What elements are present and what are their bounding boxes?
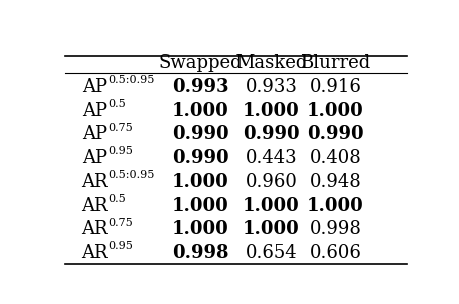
Text: 1.000: 1.000 (171, 102, 228, 119)
Text: 0.606: 0.606 (309, 244, 361, 262)
Text: 0.990: 0.990 (171, 149, 228, 167)
Text: 1.000: 1.000 (171, 173, 228, 191)
Text: AP: AP (82, 125, 107, 143)
Text: 0.5: 0.5 (108, 99, 126, 109)
Text: 0.654: 0.654 (245, 244, 297, 262)
Text: Blurred: Blurred (300, 54, 370, 72)
Text: 1.000: 1.000 (171, 220, 228, 238)
Text: AP: AP (82, 78, 107, 96)
Text: Swapped: Swapped (158, 54, 241, 72)
Text: AR: AR (81, 244, 107, 262)
Text: AR: AR (81, 173, 107, 191)
Text: 0.5:0.95: 0.5:0.95 (108, 75, 154, 85)
Text: AR: AR (81, 220, 107, 238)
Text: 0.95: 0.95 (108, 241, 133, 251)
Text: 0.5:0.95: 0.5:0.95 (108, 170, 154, 180)
Text: 0.5: 0.5 (108, 194, 126, 204)
Text: 1.000: 1.000 (307, 196, 363, 215)
Text: AP: AP (82, 149, 107, 167)
Text: 1.000: 1.000 (242, 196, 299, 215)
Text: 1.000: 1.000 (242, 220, 299, 238)
Text: 0.443: 0.443 (245, 149, 297, 167)
Text: AP: AP (82, 102, 107, 119)
Text: 0.990: 0.990 (171, 125, 228, 143)
Text: 0.998: 0.998 (172, 244, 228, 262)
Text: 0.95: 0.95 (108, 147, 133, 157)
Text: 0.75: 0.75 (108, 218, 133, 228)
Text: 0.75: 0.75 (108, 123, 133, 133)
Text: 0.960: 0.960 (245, 173, 297, 191)
Text: 1.000: 1.000 (307, 102, 363, 119)
Text: 0.933: 0.933 (245, 78, 297, 96)
Text: 1.000: 1.000 (242, 102, 299, 119)
Text: 0.993: 0.993 (172, 78, 228, 96)
Text: 0.948: 0.948 (309, 173, 361, 191)
Text: 1.000: 1.000 (171, 196, 228, 215)
Text: AR: AR (81, 196, 107, 215)
Text: 0.408: 0.408 (309, 149, 361, 167)
Text: 0.990: 0.990 (307, 125, 363, 143)
Text: 0.998: 0.998 (309, 220, 361, 238)
Text: Masked: Masked (235, 54, 307, 72)
Text: 0.916: 0.916 (309, 78, 361, 96)
Text: 0.990: 0.990 (242, 125, 299, 143)
